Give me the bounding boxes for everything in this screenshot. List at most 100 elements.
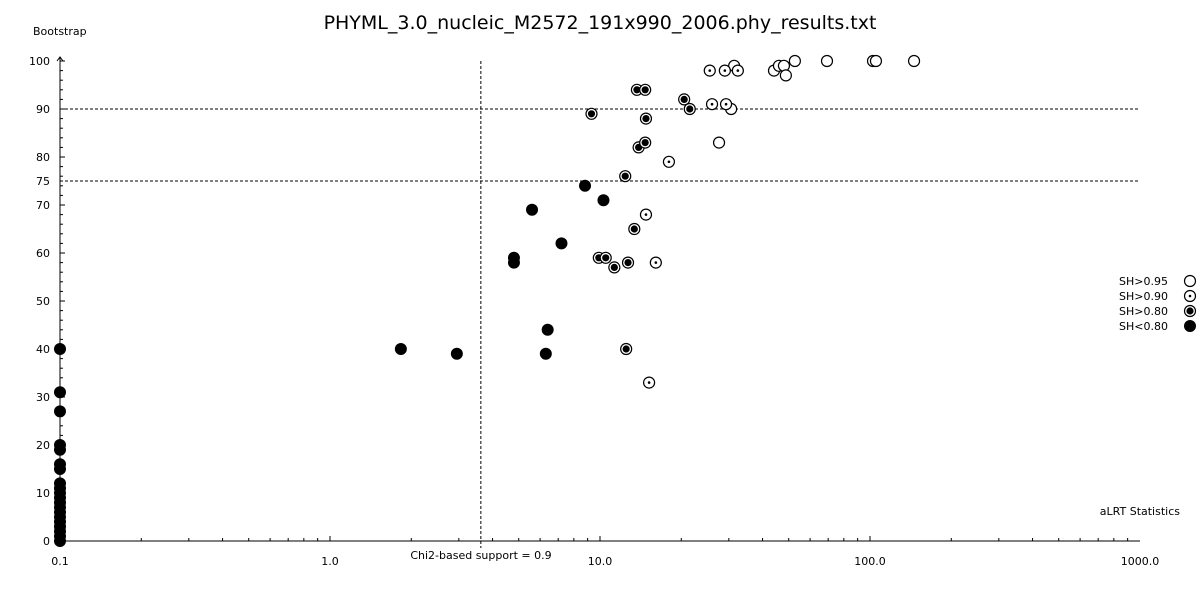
data-point [585,107,598,120]
data-point [705,98,719,111]
data-point [526,203,539,216]
data-point [54,343,66,355]
data-point [703,64,716,77]
y-tick-label: 20 [36,439,50,452]
marker-core [587,110,596,118]
data-point [394,343,407,355]
data-point [712,136,726,149]
x-tick-label: 0.1 [51,555,69,568]
y-tick-label: 30 [36,391,50,404]
marker-dot [667,160,671,164]
series-SH>0.95 [712,54,921,149]
marker-dot [647,381,651,384]
marker-core [641,139,649,147]
marker-ring [1183,274,1197,288]
marker-dot [708,69,712,72]
y-tick-label: 90 [36,103,50,116]
marker-fill [54,343,66,355]
marker-core [602,254,610,262]
data-point [719,98,733,111]
marker-fill [54,386,66,399]
marker-dot [710,102,714,106]
marker-fill [394,343,407,355]
data-point [597,194,610,207]
marker-core [680,95,688,103]
marker-fill [555,237,568,250]
data-point [579,179,592,192]
marker-dot [1188,294,1192,298]
marker-core [642,115,650,123]
data-point [662,155,676,168]
data-point [639,208,653,221]
data-points [54,54,921,547]
legend-label: SH<0.80 [1119,320,1168,333]
y-tick-label: 75 [36,175,50,188]
legend-marker [1183,304,1197,318]
marker-core [630,225,638,233]
legend-marker [1184,320,1196,332]
y-tick-label: 70 [36,199,50,212]
marker-ring [820,54,834,68]
legend-marker [1183,289,1197,303]
series-SH>0.80 [585,83,696,356]
marker-ring [779,69,792,82]
data-point [599,251,612,264]
marker-fill [597,194,610,207]
data-point [620,342,633,356]
legend-label: SH>0.90 [1119,290,1168,303]
x-tick-label: 1000.0 [1121,555,1160,568]
series-SH<0.80 [54,179,610,547]
x-axis-label: aLRT Statistics [1100,505,1180,518]
marker-ring [712,136,726,149]
marker-fill [1184,320,1196,332]
marker-dot [736,69,740,72]
marker-core [624,259,632,267]
legend-marker [1183,274,1197,288]
data-point [642,376,656,389]
data-point [630,83,644,96]
data-point [608,261,621,274]
y-tick-label: 50 [36,295,50,308]
marker-dot [724,102,728,106]
legend-label: SH>0.95 [1119,275,1168,288]
data-point [718,64,731,77]
marker-fill [54,535,66,547]
data-point [54,405,66,418]
chart-title: PHYML_3.0_nucleic_M2572_191x990_2006.phy… [324,12,877,34]
data-point [639,136,652,149]
marker-core [621,172,629,180]
y-tick-label: 0 [43,535,50,548]
x-tick-label: 100.0 [854,555,886,568]
marker-fill [579,179,592,192]
x-tick-label: 10.0 [588,555,613,568]
marker-fill [541,323,554,336]
marker-ring [907,54,921,68]
data-point [54,386,66,399]
marker-dot [723,69,727,72]
data-point [450,347,463,360]
y-axis-arrow [56,56,64,62]
legend: SH>0.95 SH>0.90 SH>0.80 SH<0.80 [1119,274,1197,333]
data-point [639,112,653,125]
marker-ring [869,54,883,68]
marker-fill [539,347,552,360]
y-tick-label: 60 [36,247,50,260]
marker-core [686,105,694,113]
marker-core [641,86,649,94]
data-point [54,535,66,547]
data-point [683,102,696,116]
y-tick-label: 80 [36,151,50,164]
marker-fill [526,203,539,216]
marker-dot [654,261,658,264]
marker-core [633,86,641,94]
marker-fill [507,256,520,269]
series-SH>0.90 [639,64,744,389]
data-point [820,54,834,68]
marker-ring [788,54,801,68]
x-tick-label: 1.0 [321,555,339,568]
data-point [507,256,520,269]
marker-core [610,263,618,271]
reference-lines [60,61,1140,548]
data-point [907,54,921,68]
